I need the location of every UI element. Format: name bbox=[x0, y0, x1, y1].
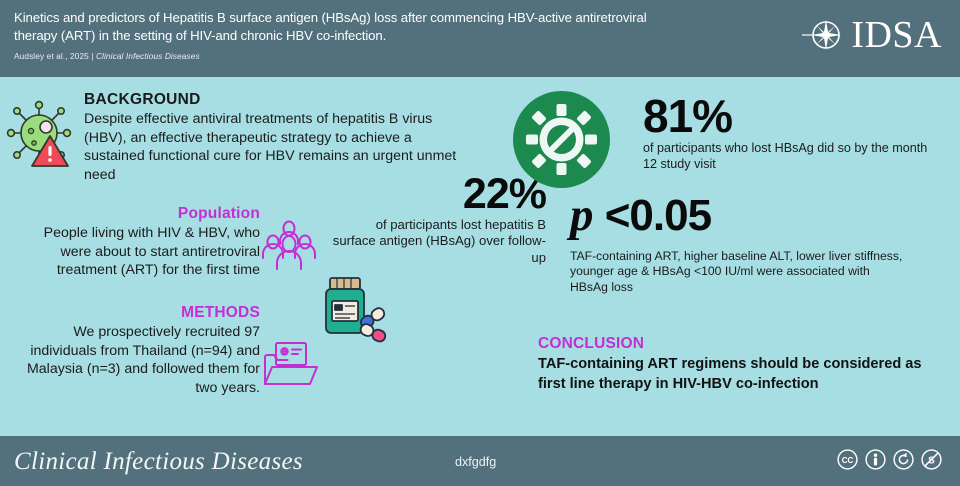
byline: Audsley et al., 2025 | Clinical Infectio… bbox=[14, 51, 946, 61]
people-group-icon bbox=[262, 220, 316, 270]
cc-noncommercial-icon[interactable]: S bbox=[921, 449, 942, 470]
population-heading: Population bbox=[177, 205, 260, 222]
methods-section: METHODS We prospectively recruited 97 in… bbox=[10, 304, 260, 397]
p-value-stat: p <0.05 bbox=[570, 189, 712, 241]
methods-heading: METHODS bbox=[181, 304, 260, 321]
p-value-number: <0.05 bbox=[593, 191, 712, 240]
idsa-logo-text: IDSA bbox=[851, 14, 942, 56]
content-area: BACKGROUND Despite effective antiviral t… bbox=[0, 77, 960, 432]
conclusion-heading: CONCLUSION bbox=[538, 335, 645, 352]
stat-22-value: 22% bbox=[462, 170, 547, 218]
stat-81-percent: 81% of participants who lost HBsAg did s… bbox=[643, 93, 943, 172]
population-section: Population People living with HIV & HBV,… bbox=[10, 205, 260, 280]
byline-journal: Clinical Infectious Diseases bbox=[95, 51, 200, 61]
background-heading: BACKGROUND bbox=[84, 91, 201, 108]
stat-22-caption: of participants lost hepatitis B surface… bbox=[332, 217, 546, 265]
folder-document-icon bbox=[264, 342, 318, 385]
footer-center-text: dxfgdfg bbox=[455, 455, 497, 469]
footer-bar: Clinical Infectious Diseases dxfgdfg CC … bbox=[0, 436, 960, 486]
population-text: People living with HIV & HBV, who were a… bbox=[43, 225, 260, 279]
conclusion-text: TAF-containing ART regimens should be co… bbox=[538, 356, 922, 392]
svg-text:CC: CC bbox=[842, 456, 854, 465]
methods-text: We prospectively recruited 97 individual… bbox=[26, 324, 260, 396]
background-section: BACKGROUND Despite effective antiviral t… bbox=[84, 91, 464, 184]
cc-by-icon[interactable] bbox=[865, 449, 886, 470]
license-icons: CC S bbox=[837, 449, 942, 470]
byline-authors: Audsley et al., 2025 | bbox=[14, 51, 96, 61]
stat-22-percent: 22% of participants lost hepatitis B sur… bbox=[332, 170, 547, 266]
no-virus-circle-icon bbox=[513, 91, 610, 188]
page-title: Kinetics and predictors of Hepatitis B s… bbox=[14, 10, 647, 43]
stat-81-value: 81% bbox=[643, 90, 733, 142]
p-value-symbol: p bbox=[570, 189, 594, 241]
footer-journal-title: Clinical Infectious Diseases bbox=[14, 448, 303, 475]
svg-text:S: S bbox=[928, 455, 935, 466]
cc-sharealike-icon[interactable] bbox=[893, 449, 914, 470]
cc-icon[interactable]: CC bbox=[837, 449, 858, 470]
stat-81-caption: of participants who lost HBsAg did so by… bbox=[643, 141, 928, 171]
idsa-logo: IDSA bbox=[802, 12, 942, 58]
conclusion-section: CONCLUSION TAF-containing ART regimens s… bbox=[538, 335, 948, 394]
idsa-starburst-icon bbox=[802, 20, 842, 50]
header-bar: Kinetics and predictors of Hepatitis B s… bbox=[0, 0, 960, 77]
p-value-caption: TAF-containing ART, higher baseline ALT,… bbox=[570, 249, 903, 294]
background-text: Despite effective antiviral treatments o… bbox=[84, 111, 457, 183]
pill-bottle-icon bbox=[325, 277, 387, 343]
virus-warning-icon bbox=[6, 100, 72, 167]
